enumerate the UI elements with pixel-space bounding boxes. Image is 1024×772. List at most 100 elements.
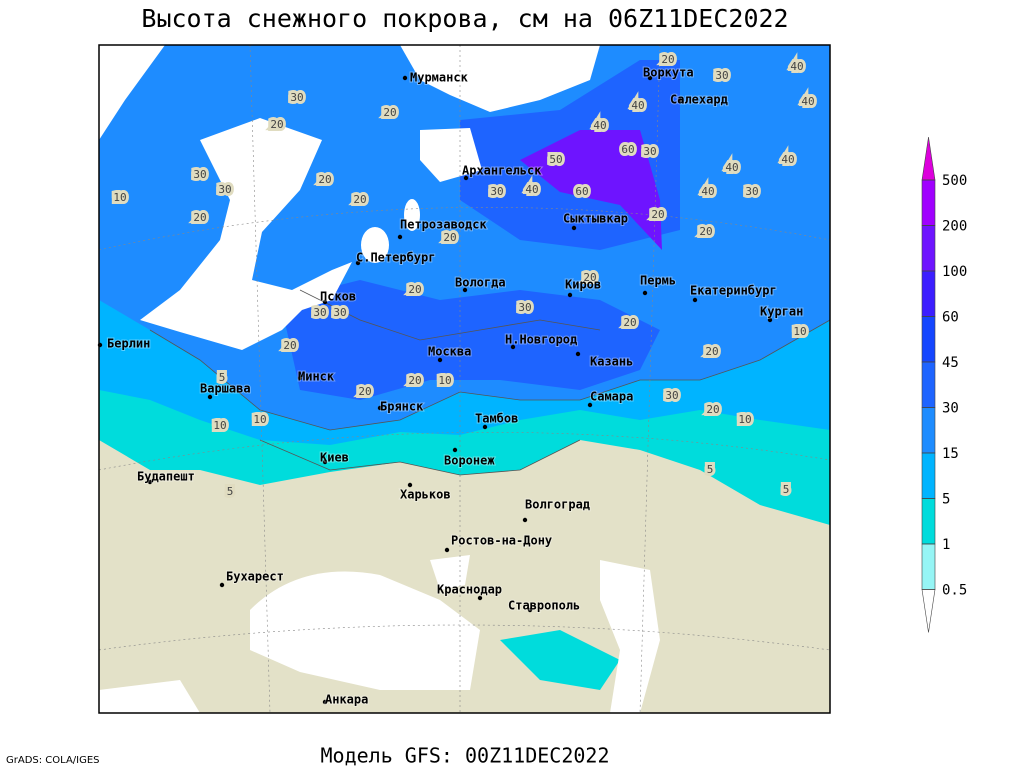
city-label: Самара <box>590 390 633 404</box>
city-label: Киров <box>565 278 601 292</box>
snow-zone <box>280 280 660 400</box>
contour-label: 20 <box>270 118 283 131</box>
contour-label: 20 <box>623 316 636 329</box>
city-dot <box>647 75 653 81</box>
contour-label: 20 <box>193 211 206 224</box>
legend-label: 500 <box>942 173 967 189</box>
contour-label: 30 <box>218 183 231 196</box>
legend-label: 1 <box>942 537 950 553</box>
legend-label: 45 <box>942 355 959 371</box>
city-label: Минск <box>298 370 335 384</box>
city-label: Вологда <box>455 276 506 290</box>
legend-swatch <box>921 316 936 363</box>
contour-label: 20 <box>661 53 674 66</box>
contour-label: 40 <box>593 119 606 132</box>
legend-label: 0.5 <box>942 583 967 599</box>
labels: 30 20 20 30 30 20 10 20 20 20 20 30 20 30 30 20 20 10 20 10… <box>97 50 818 708</box>
contour-label: 30 <box>193 168 206 181</box>
city-label: Варшава <box>200 382 251 396</box>
city-label: Киев <box>320 451 349 465</box>
contour-label: 10 <box>438 374 451 387</box>
city-dot <box>322 699 328 705</box>
city-dot <box>482 424 488 430</box>
city-dot <box>402 75 408 81</box>
contour-label: 30 <box>290 91 303 104</box>
contour-label: 40 <box>701 185 714 198</box>
city-dot <box>477 595 483 601</box>
contour-label: 20 <box>408 283 421 296</box>
city-label: Будапешт <box>137 470 195 484</box>
contour-label: 5 <box>227 485 234 498</box>
map: 30 20 20 30 30 20 10 20 20 20 20 30 20 30 30 20 20 10 20 10… <box>97 44 831 714</box>
city-label: Салехард <box>670 93 728 107</box>
contour-label: 5 <box>219 371 226 384</box>
legend-swatch <box>921 498 936 545</box>
city-label: Харьков <box>400 488 451 502</box>
city-dot <box>219 582 225 588</box>
city-dot <box>587 402 593 408</box>
city-dot <box>692 297 698 303</box>
contour-label: 30 <box>313 306 326 319</box>
city-label: Ростов-на-Дону <box>451 534 552 548</box>
contour-label: 30 <box>665 389 678 402</box>
contour-label: 20 <box>408 374 421 387</box>
city-dot <box>463 175 469 181</box>
city-label: Екатеринбург <box>690 284 777 298</box>
city-label: Берлин <box>107 337 150 351</box>
contour-label: 20 <box>353 193 366 206</box>
city-dot <box>377 405 383 411</box>
city-label: Псков <box>320 290 356 304</box>
contour-label: 10 <box>253 413 266 426</box>
contour-label: 60 <box>575 185 588 198</box>
city-label: Анкара <box>325 693 368 707</box>
contour-label: 30 <box>490 185 503 198</box>
contour-label: 10 <box>793 325 806 338</box>
contour-label: 5 <box>707 463 714 476</box>
city-dot <box>397 234 403 240</box>
contour-label: 40 <box>525 183 538 196</box>
model-caption: Модель GFS: 00Z11DEC2022 <box>321 744 610 768</box>
contour-label: 5 <box>783 483 790 496</box>
city-dot <box>567 292 573 298</box>
city-dot <box>207 394 213 400</box>
contour-label: 30 <box>745 185 758 198</box>
city-dot <box>147 479 153 485</box>
snow-zone <box>500 630 620 690</box>
city-dot <box>642 290 648 296</box>
contour-label: 10 <box>113 191 126 204</box>
city-dot <box>575 351 581 357</box>
city-dot <box>510 344 516 350</box>
contour-label: 20 <box>699 225 712 238</box>
contour-label: 30 <box>333 306 346 319</box>
city-label: Архангельск <box>462 164 542 178</box>
city-dot <box>437 357 443 363</box>
city-dot <box>407 482 413 488</box>
contour-label: 40 <box>790 60 803 73</box>
legend-swatch <box>921 136 936 181</box>
city-label: Воронеж <box>444 454 495 468</box>
contour-label: 20 <box>283 339 296 352</box>
map-frame <box>98 44 831 714</box>
city-label: Петрозаводск <box>400 218 487 232</box>
contour-label: 20 <box>383 106 396 119</box>
city-dot <box>527 607 533 613</box>
city-dot <box>97 342 103 348</box>
city-label: С.Петербург <box>356 251 435 265</box>
city-dot <box>522 517 528 523</box>
legend-swatch <box>921 407 936 454</box>
legend-swatch <box>921 452 936 499</box>
legend-label: 15 <box>942 446 959 462</box>
contour-label: 40 <box>631 99 644 112</box>
city-label: Мурманск <box>410 71 469 85</box>
contour-label: 20 <box>358 385 371 398</box>
contour-label: 30 <box>518 301 531 314</box>
city-label: Пермь <box>640 274 676 288</box>
legend-label: 100 <box>942 264 967 280</box>
city-label: Волгоград <box>525 498 590 512</box>
city-dot <box>297 375 303 381</box>
graticule <box>99 45 830 713</box>
city-dot <box>462 287 468 293</box>
city-label: Курган <box>760 305 803 319</box>
city-label: Краснодар <box>437 583 502 597</box>
